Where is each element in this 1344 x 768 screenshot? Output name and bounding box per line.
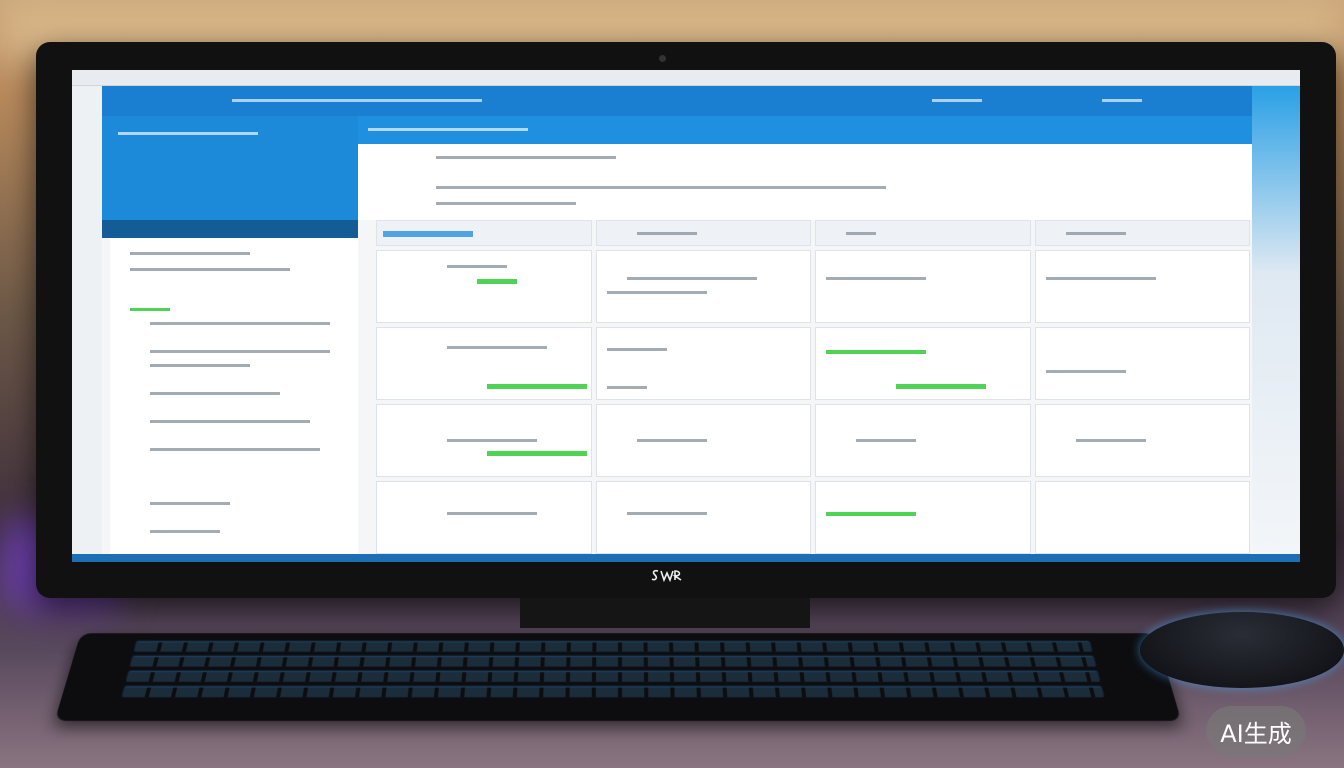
right-panel: [1252, 86, 1300, 556]
card[interactable]: [815, 481, 1031, 554]
card[interactable]: [815, 404, 1031, 477]
column-header[interactable]: [376, 220, 592, 246]
card[interactable]: [595, 404, 811, 477]
card[interactable]: [815, 250, 1031, 323]
card[interactable]: [595, 250, 811, 323]
card[interactable]: [376, 327, 592, 400]
card[interactable]: [376, 404, 592, 477]
card[interactable]: [1034, 481, 1250, 554]
card[interactable]: [1034, 404, 1250, 477]
column-header[interactable]: [815, 220, 1031, 246]
screen: [72, 70, 1300, 562]
header-nav[interactable]: [932, 99, 982, 102]
webcam: [659, 55, 666, 62]
card[interactable]: [595, 327, 811, 400]
card-grid: [376, 220, 1250, 554]
computer-mouse: [1140, 612, 1344, 688]
card[interactable]: [1034, 250, 1250, 323]
card[interactable]: [595, 481, 811, 554]
icon-rail[interactable]: [72, 86, 102, 554]
user-menu[interactable]: [1102, 99, 1142, 102]
sidebar-list[interactable]: [110, 238, 358, 554]
brand-logo: [651, 569, 682, 582]
sidebar-header: [102, 116, 358, 220]
taskbar[interactable]: [72, 554, 1300, 562]
app-header: [102, 86, 1252, 116]
monitor-stand: [520, 598, 810, 628]
info-panel: [358, 144, 1252, 220]
header-title: [232, 99, 482, 102]
browser-toolbar: [72, 70, 1300, 86]
keyboard: [54, 633, 1182, 721]
card[interactable]: [376, 481, 592, 554]
card[interactable]: [815, 327, 1031, 400]
sidebar-tabs[interactable]: [102, 220, 358, 238]
card[interactable]: [1034, 327, 1250, 400]
column-header[interactable]: [1034, 220, 1250, 246]
ai-generated-watermark: AI生成: [1206, 706, 1306, 756]
content-toolbar: [358, 116, 1252, 144]
column-header[interactable]: [595, 220, 811, 246]
card[interactable]: [376, 250, 592, 323]
